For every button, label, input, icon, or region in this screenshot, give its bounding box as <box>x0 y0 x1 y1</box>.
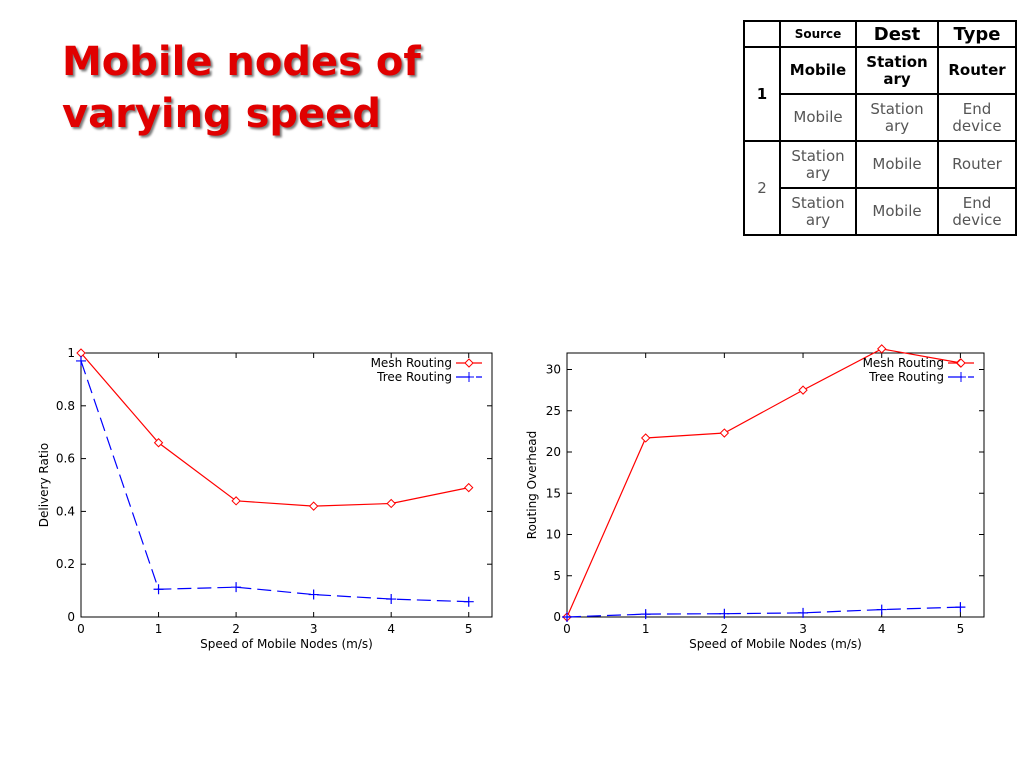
routing-overhead-chart: 0 1 2 3 4 5 0 5 10 15 20 25 30 Speed of Mobile Nodes … <box>525 344 985 651</box>
data-point <box>798 607 809 618</box>
legend-label: Mesh Routing <box>863 356 944 370</box>
data-point <box>719 608 730 619</box>
plot-frame <box>80 352 493 618</box>
series-line-tree-routing <box>566 606 961 618</box>
data-point <box>308 501 319 511</box>
x-tick-label: 5 <box>957 622 965 636</box>
data-point <box>231 582 242 593</box>
x-tick-label: 2 <box>232 622 240 636</box>
legend-marker <box>464 372 474 382</box>
data-point <box>640 433 651 443</box>
table-cell: Station ary <box>855 46 939 95</box>
data-point <box>153 584 164 595</box>
legend-marker <box>464 358 474 368</box>
table-cell: Mobile <box>779 93 857 142</box>
table-row: 2 Station ary Mobile Router <box>743 140 1017 236</box>
data-point <box>464 482 474 493</box>
table-group-label: 1 <box>743 46 781 142</box>
table-cell: Router <box>937 46 1017 95</box>
y-tick-label: 20 <box>546 445 561 459</box>
table-row: Mobile Station ary End device <box>744 93 1017 142</box>
x-axis-label: Speed of Mobile Nodes (m/s) <box>200 637 373 651</box>
data-point <box>876 604 887 615</box>
y-tick-label: 1 <box>67 346 75 360</box>
table-header-corner <box>743 20 781 48</box>
y-tick-label: 0 <box>553 610 561 624</box>
y-tick-label: 0 <box>67 610 75 624</box>
table-cell: End device <box>937 93 1017 142</box>
data-point <box>153 438 164 448</box>
x-tick-label: 4 <box>387 622 395 636</box>
x-tick-label: 0 <box>77 622 85 636</box>
y-tick-label: 0.8 <box>56 399 75 413</box>
table-header-source: Source <box>779 20 857 48</box>
x-tick-label: 4 <box>878 622 886 636</box>
x-tick-label: 1 <box>642 622 650 636</box>
y-tick-label: 30 <box>546 363 561 377</box>
data-point <box>798 385 808 395</box>
x-tick-label: 1 <box>155 622 163 636</box>
data-point <box>76 355 86 366</box>
y-axis-label: Delivery Ratio <box>37 443 51 527</box>
legend-label: Tree Routing <box>868 370 944 384</box>
delivery-ratio-chart: 0 1 2 3 4 5 0 0.2 0.4 0.6 0.8 1 Speed of Mobile Node… <box>37 346 493 651</box>
table-cell: Router <box>937 140 1017 189</box>
data-point <box>386 498 396 509</box>
table-cell: Mobile <box>855 140 939 189</box>
y-axis-label: Routing Overhead <box>525 431 539 539</box>
table-row: Station ary Mobile End device <box>744 187 1017 236</box>
series-line-mesh-routing <box>566 348 961 618</box>
data-point <box>955 602 966 613</box>
x-axis-label: Speed of Mobile Nodes (m/s) <box>689 637 862 651</box>
table-header-row: Source Dest Type <box>743 20 1017 48</box>
data-point <box>386 594 397 605</box>
data-point <box>640 609 651 620</box>
x-tick-label: 3 <box>310 622 318 636</box>
table-cell: Station ary <box>779 140 857 189</box>
data-point <box>877 344 887 354</box>
series-line-tree-routing <box>80 360 469 603</box>
y-tick-label: 5 <box>553 569 561 583</box>
data-point <box>463 596 474 607</box>
plot-frame <box>566 352 985 618</box>
y-tick-label: 25 <box>546 404 561 418</box>
legend-marker <box>956 358 966 368</box>
data-point <box>231 496 241 506</box>
y-tick-label: 15 <box>546 486 561 500</box>
table-cell: Mobile <box>855 187 939 236</box>
table-group-label: 2 <box>743 140 781 236</box>
table-cell: Station ary <box>855 93 939 142</box>
y-tick-label: 0.2 <box>56 557 75 571</box>
data-point <box>719 428 730 438</box>
series-line-mesh-routing <box>80 352 469 507</box>
x-tick-label: 0 <box>563 622 571 636</box>
scenario-table: Source Dest Type 1 Mobile Station ary Ro… <box>743 20 1017 236</box>
y-tick-label: 10 <box>546 528 561 542</box>
table-header-type: Type <box>937 20 1017 48</box>
table-cell: Station ary <box>779 187 857 236</box>
y-tick-label: 0.4 <box>56 504 75 518</box>
table-cell: Mobile <box>779 46 857 95</box>
table-header-dest: Dest <box>855 20 939 48</box>
legend-marker <box>956 372 966 382</box>
slide-title-line-1: Mobile nodes of <box>62 39 421 85</box>
data-point <box>308 589 319 600</box>
y-tick-label: 0.6 <box>56 452 75 466</box>
slide-title: Mobile nodes of varying speed <box>62 36 421 140</box>
data-point <box>562 612 572 622</box>
slide-title-line-2: varying speed <box>62 91 381 137</box>
table-cell: End device <box>937 187 1017 236</box>
x-tick-label: 5 <box>465 622 473 636</box>
legend-label: Mesh Routing <box>371 356 452 370</box>
legend-label: Tree Routing <box>376 370 452 384</box>
x-tick-label: 3 <box>799 622 807 636</box>
table-row: 1 Mobile Station ary Router <box>743 46 1017 142</box>
x-tick-label: 2 <box>721 622 729 636</box>
